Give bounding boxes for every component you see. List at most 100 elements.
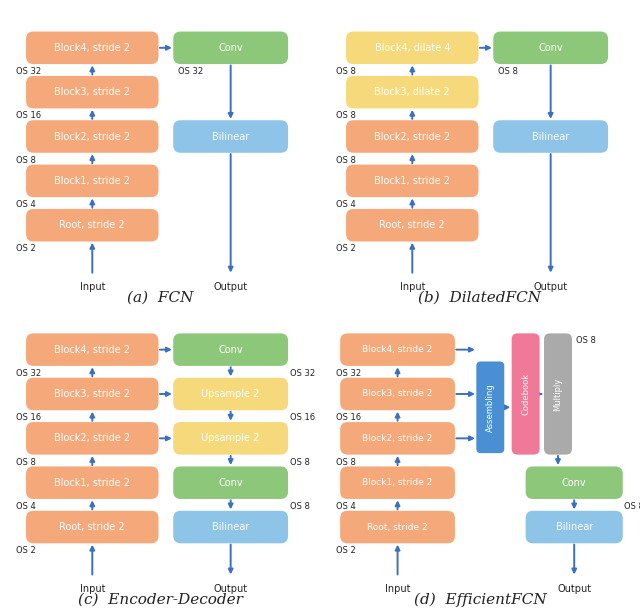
FancyBboxPatch shape: [493, 120, 608, 153]
Text: Output: Output: [534, 282, 568, 293]
Text: OS 8: OS 8: [577, 336, 596, 346]
Text: Root, stride 2: Root, stride 2: [367, 522, 428, 532]
FancyBboxPatch shape: [173, 31, 288, 64]
Text: OS 16: OS 16: [16, 413, 41, 422]
Text: Multiply: Multiply: [554, 378, 563, 411]
Text: Block4, stride 2: Block4, stride 2: [54, 344, 131, 355]
Text: Bilinear: Bilinear: [212, 522, 250, 532]
Text: Block1, stride 2: Block1, stride 2: [54, 477, 131, 488]
Text: Root, stride 2: Root, stride 2: [60, 220, 125, 230]
Text: Block1, stride 2: Block1, stride 2: [362, 478, 433, 487]
Text: OS 32: OS 32: [289, 369, 315, 378]
Text: Block3, stride 2: Block3, stride 2: [54, 87, 131, 97]
Text: OS 32: OS 32: [16, 67, 41, 76]
Text: OS 2: OS 2: [16, 546, 35, 555]
FancyBboxPatch shape: [26, 76, 159, 108]
FancyBboxPatch shape: [26, 422, 159, 455]
Text: Block3, stride 2: Block3, stride 2: [54, 389, 131, 399]
Text: Assembling: Assembling: [486, 383, 495, 432]
FancyBboxPatch shape: [173, 511, 288, 543]
Text: Input: Input: [385, 584, 410, 594]
Text: Block2, stride 2: Block2, stride 2: [54, 131, 131, 142]
FancyBboxPatch shape: [544, 333, 572, 455]
Text: OS 2: OS 2: [336, 245, 355, 253]
Text: Input: Input: [79, 584, 105, 594]
Text: Conv: Conv: [218, 344, 243, 355]
Text: OS 8: OS 8: [289, 458, 309, 466]
FancyBboxPatch shape: [26, 31, 159, 64]
FancyBboxPatch shape: [26, 209, 159, 241]
Text: Block4, stride 2: Block4, stride 2: [362, 345, 433, 354]
Text: Output: Output: [214, 584, 248, 594]
Text: Block1, stride 2: Block1, stride 2: [374, 176, 451, 186]
Text: OS 8: OS 8: [336, 111, 356, 120]
Text: Conv: Conv: [538, 43, 563, 53]
Text: Conv: Conv: [218, 43, 243, 53]
FancyBboxPatch shape: [525, 511, 623, 543]
Text: OS 16: OS 16: [289, 413, 315, 422]
Text: Bilinear: Bilinear: [532, 131, 570, 142]
FancyBboxPatch shape: [26, 120, 159, 153]
FancyBboxPatch shape: [346, 31, 479, 64]
Text: Block1, stride 2: Block1, stride 2: [54, 176, 131, 186]
Text: OS 8: OS 8: [498, 67, 518, 76]
FancyBboxPatch shape: [26, 378, 159, 410]
Text: OS 2: OS 2: [16, 245, 35, 253]
Text: OS 8: OS 8: [16, 156, 36, 164]
Text: OS 8: OS 8: [336, 458, 356, 466]
Text: OS 16: OS 16: [336, 413, 361, 422]
Text: (a)  FCN: (a) FCN: [127, 291, 193, 305]
Text: OS 8: OS 8: [16, 458, 36, 466]
Text: OS 32: OS 32: [16, 369, 41, 378]
Text: Output: Output: [557, 584, 591, 594]
Text: Root, stride 2: Root, stride 2: [60, 522, 125, 532]
FancyBboxPatch shape: [173, 378, 288, 410]
Text: Block3, dilate 2: Block3, dilate 2: [374, 87, 450, 97]
FancyBboxPatch shape: [173, 333, 288, 366]
Text: (d)  EfficientFCN: (d) EfficientFCN: [413, 593, 547, 607]
Text: OS 4: OS 4: [16, 200, 35, 209]
Text: Conv: Conv: [562, 477, 586, 488]
Text: Bilinear: Bilinear: [556, 522, 593, 532]
Text: Conv: Conv: [218, 477, 243, 488]
Text: Output: Output: [214, 282, 248, 293]
Text: OS 32: OS 32: [178, 67, 203, 76]
FancyBboxPatch shape: [340, 378, 455, 410]
FancyBboxPatch shape: [525, 466, 623, 499]
FancyBboxPatch shape: [493, 31, 608, 64]
Text: OS 16: OS 16: [16, 111, 41, 120]
FancyBboxPatch shape: [173, 120, 288, 153]
FancyBboxPatch shape: [26, 164, 159, 197]
Text: Block4, stride 2: Block4, stride 2: [54, 43, 131, 53]
Text: OS 8: OS 8: [336, 67, 356, 76]
Text: Block4, dilate 4: Block4, dilate 4: [374, 43, 450, 53]
FancyBboxPatch shape: [340, 466, 455, 499]
FancyBboxPatch shape: [476, 362, 504, 453]
Text: (b)  DilatedFCN: (b) DilatedFCN: [419, 291, 541, 305]
FancyBboxPatch shape: [346, 164, 479, 197]
Text: Upsample 2: Upsample 2: [202, 433, 260, 444]
Text: OS 4: OS 4: [16, 502, 35, 511]
Text: Block2, stride 2: Block2, stride 2: [54, 433, 131, 444]
Text: OS 8: OS 8: [336, 156, 356, 164]
FancyBboxPatch shape: [340, 422, 455, 455]
Text: OS 8: OS 8: [289, 502, 309, 511]
FancyBboxPatch shape: [173, 466, 288, 499]
Text: Input: Input: [79, 282, 105, 293]
Text: Block2, stride 2: Block2, stride 2: [374, 131, 451, 142]
Text: Bilinear: Bilinear: [212, 131, 250, 142]
FancyBboxPatch shape: [340, 511, 455, 543]
Text: Root, stride 2: Root, stride 2: [380, 220, 445, 230]
FancyBboxPatch shape: [346, 209, 479, 241]
FancyBboxPatch shape: [346, 76, 479, 108]
FancyBboxPatch shape: [346, 120, 479, 153]
Text: OS 32: OS 32: [336, 369, 361, 378]
Text: Block3, stride 2: Block3, stride 2: [362, 389, 433, 399]
Text: Block2, stride 2: Block2, stride 2: [362, 434, 433, 443]
Text: Input: Input: [399, 282, 425, 293]
FancyBboxPatch shape: [511, 333, 540, 455]
FancyBboxPatch shape: [26, 333, 159, 366]
FancyBboxPatch shape: [173, 422, 288, 455]
FancyBboxPatch shape: [340, 333, 455, 366]
Text: OS 4: OS 4: [336, 502, 355, 511]
